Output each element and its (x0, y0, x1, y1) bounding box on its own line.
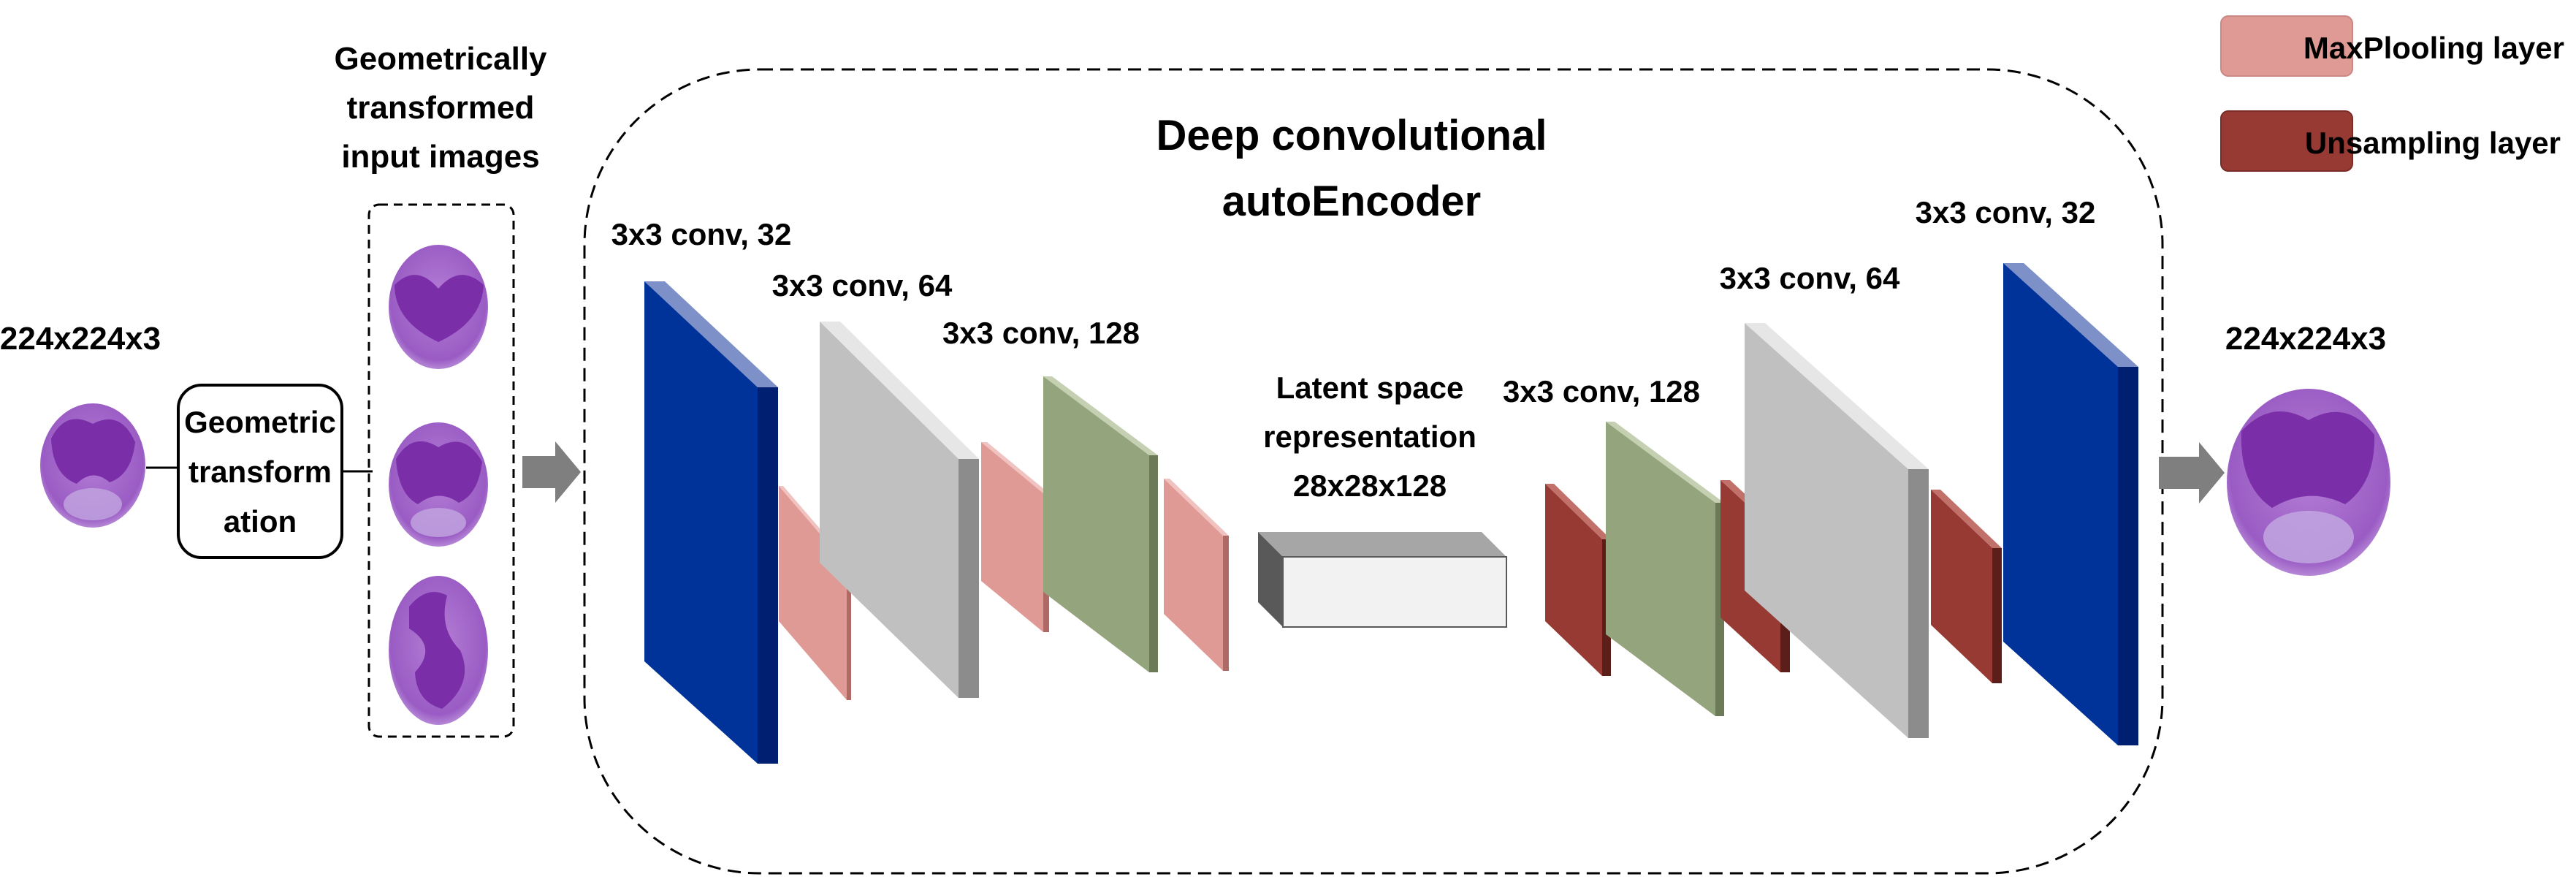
autoencoder-title-1: Deep convolutional (1156, 112, 1547, 159)
legend-maxpool-label: MaxPlooling layer (2303, 31, 2564, 65)
dec-upsample-layer-1 (1545, 484, 1611, 676)
enc-conv64-layer (820, 322, 979, 698)
enc-conv128-layer (1043, 376, 1158, 672)
legend-upsample-swatch (2220, 110, 2353, 172)
enc-conv3-label: 3x3 conv, 128 (942, 316, 1140, 350)
transformed-cell-image-2 (389, 422, 488, 547)
transformed-cell-image-1 (389, 245, 488, 369)
enc-conv32-layer (644, 281, 778, 764)
input-cell-image (40, 403, 145, 528)
latent-label-3: 28x28x128 (1293, 468, 1447, 503)
latent-space-block (1258, 532, 1507, 628)
latent-label-1: Latent space (1276, 370, 1464, 405)
dec-upsample-layer-3 (1931, 490, 2002, 683)
legend: MaxPlooling layer Unsampling layer (2220, 15, 2564, 172)
legend-maxpool-swatch (2220, 15, 2353, 77)
input-arrow (522, 441, 581, 503)
geo-transform-text-2: transform (188, 455, 332, 489)
transformed-cell-image-3 (389, 576, 488, 725)
enc-conv2-label: 3x3 conv, 64 (772, 268, 953, 303)
geo-images-title-2: transformed (347, 90, 535, 126)
enc-maxpool-layer-2 (981, 442, 1049, 632)
output-arrow (2159, 442, 2225, 503)
output-cell-image (2227, 389, 2390, 576)
geo-images-title-1: Geometrically (334, 41, 547, 77)
geo-transform-text-1: Geometric (184, 405, 336, 439)
dec-conv3-label: 3x3 conv, 128 (1503, 374, 1700, 408)
enc-conv1-label: 3x3 conv, 32 (611, 217, 792, 251)
geometric-transformation-box: Geometric transform ation (177, 384, 343, 559)
input-size-label: 224x224x3 (0, 321, 161, 357)
transformed-images-box (367, 203, 515, 738)
enc-maxpool-layer-3 (1164, 479, 1229, 671)
output-size-label: 224x224x3 (2225, 321, 2386, 357)
geo-transform-text-3: ation (224, 504, 297, 539)
dec-conv1-label: 3x3 conv, 32 (1916, 195, 2096, 229)
dec-conv128-layer (1606, 422, 1724, 716)
latent-label-2: representation (1263, 419, 1476, 454)
dec-conv2-label: 3x3 conv, 64 (1720, 261, 1900, 295)
dec-conv64-layer (1745, 323, 1929, 738)
geo-images-title-3: input images (341, 139, 539, 175)
dec-conv32-layer (2003, 263, 2138, 745)
autoencoder-title-2: autoEncoder (1222, 178, 1482, 225)
legend-upsample-label: Unsampling layer (2305, 126, 2561, 160)
